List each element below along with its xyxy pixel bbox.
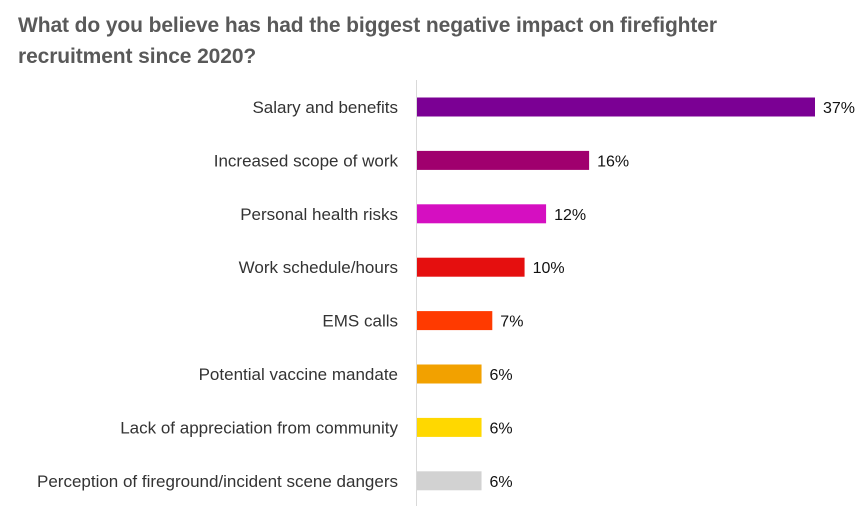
value-label: 6% [490, 420, 513, 437]
category-label: Work schedule/hours [239, 258, 398, 277]
bar [417, 311, 493, 331]
bar [417, 150, 590, 170]
value-label: 7% [500, 314, 523, 331]
chart-title: What do you believe has had the biggest … [18, 14, 717, 68]
category-label: Perception of fireground/incident scene … [37, 472, 398, 491]
category-label: Potential vaccine mandate [199, 365, 398, 384]
category-label: Lack of appreciation from community [120, 418, 398, 437]
bar [417, 364, 482, 384]
value-label: 16% [597, 153, 629, 170]
value-label: 6% [490, 474, 513, 491]
value-label: 6% [490, 367, 513, 384]
bar [417, 204, 547, 224]
category-label: Salary and benefits [252, 98, 398, 117]
bar [417, 97, 815, 117]
bar [417, 417, 482, 437]
value-label: 12% [554, 207, 586, 224]
value-label: 10% [533, 260, 565, 277]
bars-group: Salary and benefits 37% Increased scope of… [37, 97, 855, 491]
category-label: Increased scope of work [214, 151, 399, 170]
bar [417, 257, 525, 277]
category-label: Personal health risks [240, 205, 398, 224]
category-label: EMS calls [322, 312, 398, 331]
bar [417, 471, 482, 491]
value-label: 37% [823, 100, 855, 117]
